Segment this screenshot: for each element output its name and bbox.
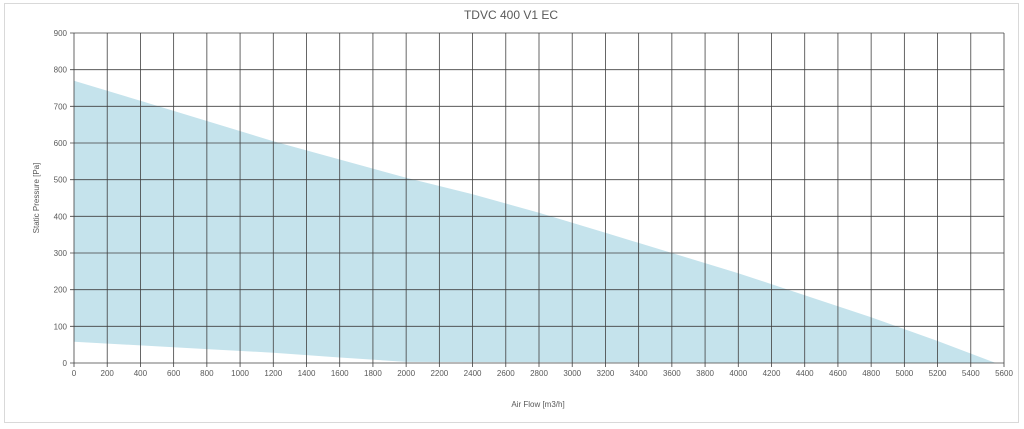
x-tick-label: 3400 [630,369,648,378]
x-tick-label: 3800 [696,369,714,378]
x-tick-label: 2400 [464,369,482,378]
x-tick-label: 3200 [597,369,615,378]
x-tick-label: 5200 [929,369,947,378]
x-tick-label: 2000 [397,369,415,378]
x-tick-label: 1400 [298,369,316,378]
x-axis-label: Air Flow [m3/h] [511,400,564,409]
y-tick-label: 800 [54,66,68,75]
x-tick-label: 1800 [364,369,382,378]
y-tick-labels: 0 100 200 300 400 500 600 700 800 900 [54,29,68,368]
x-tick-label: 4200 [763,369,781,378]
x-tick-label: 800 [200,369,214,378]
operating-area [74,80,996,363]
x-tick-label: 5600 [995,369,1013,378]
chart-title: TDVC 400 V1 EC [464,8,558,22]
y-tick-label: 200 [54,286,68,295]
x-tick-label: 2600 [497,369,515,378]
grid-layer [70,32,1005,367]
y-axis-label: Static Pressure [Pa] [32,163,41,234]
x-tick-label: 1600 [331,369,349,378]
y-tick-label: 400 [54,212,68,221]
y-tick-label: 900 [54,29,68,38]
y-tick-label: 300 [54,249,68,258]
y-tick-label: 500 [54,176,68,185]
x-tick-label: 4000 [729,369,747,378]
x-tick-label: 200 [101,369,115,378]
x-tick-label: 2800 [530,369,548,378]
x-tick-label: 3600 [663,369,681,378]
x-tick-label: 4600 [829,369,847,378]
x-tick-label: 2200 [430,369,448,378]
x-tick-labels: 0 200 400 600 800 1000 1200 1400 1600 1800 2000 220… [72,369,1014,378]
x-tick-label: 4400 [796,369,814,378]
x-tick-label: 1200 [264,369,282,378]
x-tick-label: 1000 [231,369,249,378]
x-tick-label: 5400 [962,369,980,378]
x-tick-label: 4800 [862,369,880,378]
fill-layer [74,80,996,363]
y-tick-label: 700 [54,102,68,111]
x-tick-label: 600 [167,369,181,378]
x-tick-label: 0 [72,369,77,378]
x-tick-label: 5000 [895,369,913,378]
y-tick-label: 600 [54,139,68,148]
y-tick-label: 0 [63,359,68,368]
x-tick-label: 400 [134,369,148,378]
x-tick-label: 3000 [563,369,581,378]
y-tick-label: 100 [54,322,68,331]
